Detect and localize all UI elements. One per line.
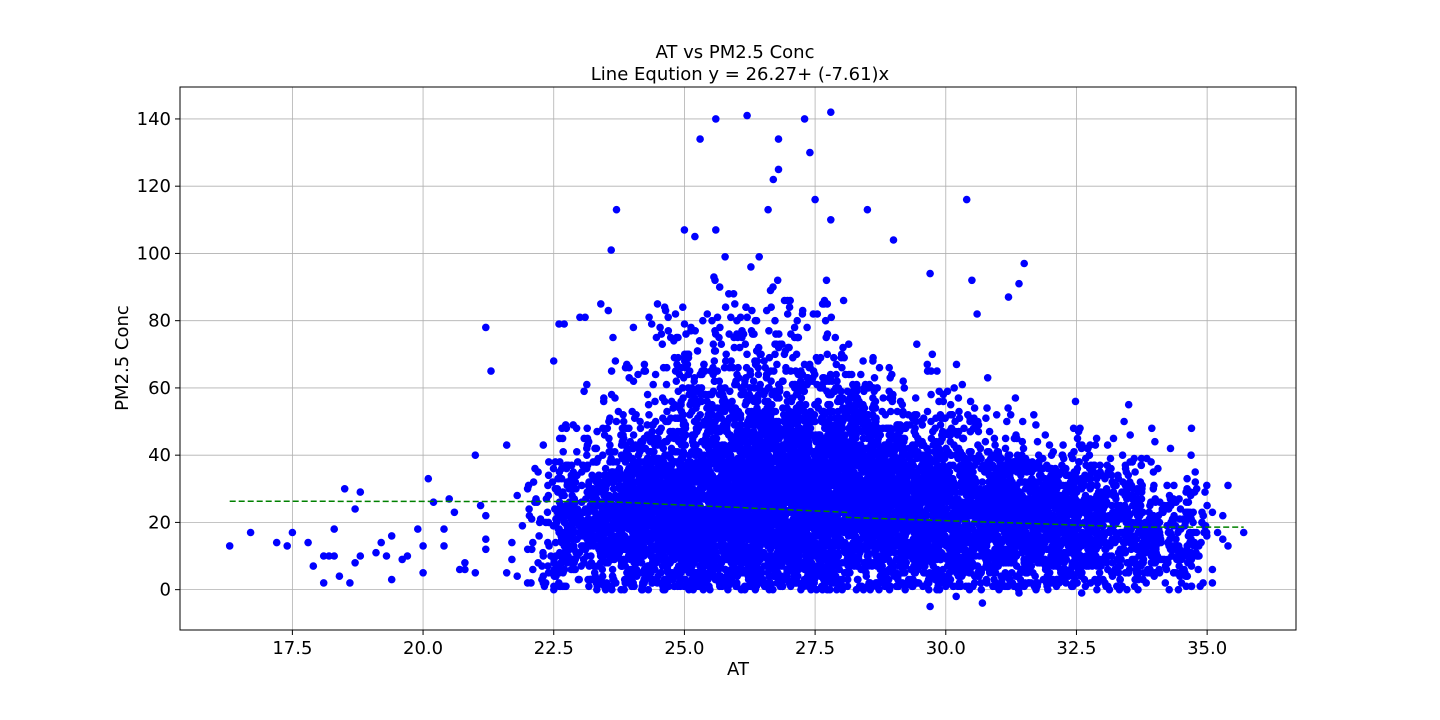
scatter-point: [985, 535, 993, 543]
scatter-point: [673, 427, 682, 436]
scatter-point: [685, 451, 693, 460]
scatter-point: [1003, 417, 1011, 426]
scatter-point: [1033, 437, 1042, 446]
scatter-point: [1058, 451, 1067, 460]
scatter-point: [854, 575, 862, 584]
scatter-point: [1148, 424, 1156, 433]
scatter-point: [706, 585, 714, 594]
scatter-point: [885, 363, 893, 372]
scatter-point: [1071, 397, 1080, 406]
scatter-point: [754, 370, 763, 379]
scatter-point: [1086, 579, 1095, 587]
chart-title: AT vs PM2.5 Conc: [655, 42, 814, 63]
scatter-point: [776, 555, 785, 564]
scatter-point: [593, 427, 601, 436]
scatter-point: [913, 340, 921, 349]
scatter-point: [749, 377, 758, 386]
scatter-point: [1059, 441, 1067, 449]
scatter-point: [1091, 441, 1100, 449]
scatter-point: [1032, 421, 1040, 429]
scatter-point: [1113, 582, 1121, 591]
scatter-point: [901, 582, 910, 591]
chart-subtitle: Line Eqution y = 26.27+ (-7.61)x: [591, 64, 890, 85]
scatter-point: [643, 390, 652, 399]
data-points: [225, 108, 1248, 611]
scatter-point: [977, 585, 986, 594]
scatter-point: [1074, 427, 1083, 436]
scatter-point: [775, 548, 783, 557]
scatter-point: [1093, 585, 1101, 594]
scatter-point: [884, 575, 893, 584]
scatter-point: [1103, 441, 1112, 449]
scatter-point: [900, 384, 909, 392]
scatter-point: [1041, 431, 1050, 439]
scatter-point: [741, 585, 749, 594]
scatter-point: [764, 582, 772, 591]
scatter-point: [955, 407, 963, 416]
scatter-point: [857, 582, 866, 591]
scatter-point: [929, 562, 938, 570]
scatter-point: [718, 542, 726, 550]
scatter-point: [603, 424, 612, 433]
scatter-point: [1123, 585, 1131, 594]
scatter-point: [793, 565, 801, 574]
scatter-point: [773, 579, 782, 587]
scatter-point: [1052, 582, 1061, 591]
scatter-point: [625, 424, 633, 433]
scatter-point: [605, 417, 613, 426]
scatter-point: [862, 572, 871, 580]
scatter-point: [832, 585, 841, 594]
scatter-point: [1085, 451, 1094, 460]
scatter-point: [1017, 471, 1025, 480]
scatter-point: [1092, 434, 1101, 443]
scatter-point: [790, 572, 799, 580]
scatter-point: [1004, 404, 1012, 412]
scatter-point: [991, 441, 999, 449]
scatter-point: [732, 582, 741, 591]
scatter-point: [935, 585, 944, 594]
scatter-point: [843, 575, 852, 584]
scatter-point: [797, 585, 805, 594]
scatter-point: [893, 407, 902, 416]
scatter-point: [1075, 458, 1083, 466]
scatter-point: [754, 528, 763, 537]
scatter-point: [834, 552, 843, 560]
scatter-point: [1131, 468, 1139, 476]
scatter-point: [981, 437, 990, 446]
scatter-point: [1120, 417, 1128, 426]
scatter-point: [1034, 451, 1043, 460]
